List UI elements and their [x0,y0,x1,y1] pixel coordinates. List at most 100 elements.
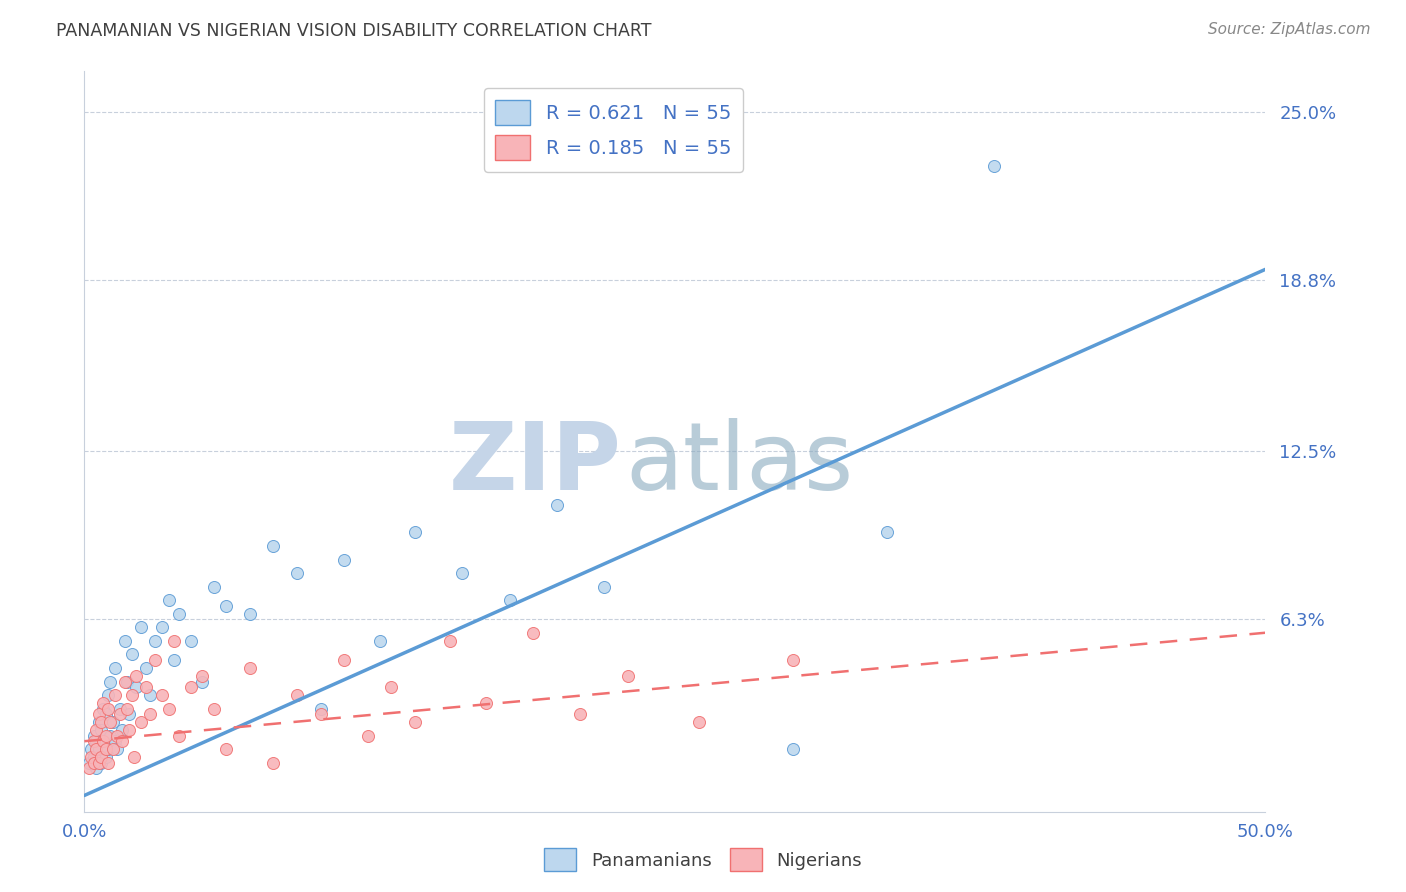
Point [97,756,120,770]
Point [285,688,308,702]
Point [114,674,136,689]
Point [91,701,114,715]
Point [91,696,114,710]
Point [80,750,103,764]
Point [87,715,110,730]
Point [87,742,110,756]
Point [122,750,145,764]
Point [782,742,804,756]
Point [101,715,124,730]
Point [522,625,544,640]
Point [90,723,112,738]
Point [876,525,898,540]
Point [380,680,402,694]
Point [143,653,166,667]
Point [157,701,180,715]
Point [101,742,124,756]
Point [121,648,143,662]
Point [546,498,568,512]
Point [108,707,131,722]
Point [167,729,190,743]
Point [83,756,105,770]
Point [84,761,107,775]
Point [80,742,103,756]
Point [90,715,112,730]
Point [83,729,105,743]
Text: PANAMANIAN VS NIGERIAN VISION DISABILITY CORRELATION CHART: PANAMANIAN VS NIGERIAN VISION DISABILITY… [56,22,652,40]
Point [77,756,100,770]
Point [163,653,186,667]
Point [167,607,190,621]
Point [107,729,129,743]
Point [115,674,138,689]
Point [285,566,308,580]
Point [84,723,107,738]
Point [107,742,129,756]
Legend: R = 0.621   N = 55, R = 0.185   N = 55: R = 0.621 N = 55, R = 0.185 N = 55 [484,88,744,171]
Point [475,696,498,710]
Point [111,723,134,738]
Point [404,715,426,730]
Point [83,734,105,748]
Point [215,599,238,613]
Point [202,580,225,594]
Point [90,756,112,770]
Point [569,707,592,722]
Point [77,761,100,775]
Point [84,734,107,748]
Point [262,539,284,553]
Point [333,653,356,667]
Point [180,633,202,648]
Point [104,734,127,748]
Point [983,159,1005,173]
Point [104,688,127,702]
Text: ZIP: ZIP [449,417,621,509]
Point [91,734,114,748]
Point [202,701,225,715]
Point [129,715,152,730]
Point [404,525,426,540]
Point [368,633,391,648]
Point [94,707,117,722]
Text: Source: ZipAtlas.com: Source: ZipAtlas.com [1208,22,1371,37]
Text: atlas: atlas [626,417,853,509]
Point [83,750,105,764]
Point [91,734,114,748]
Point [118,707,141,722]
Point [139,707,162,722]
Point [121,688,143,702]
Point [157,593,180,607]
Point [87,707,110,722]
Point [782,653,804,667]
Point [115,701,138,715]
Point [180,680,202,694]
Point [215,742,238,756]
Point [98,729,121,743]
Point [262,756,284,770]
Point [139,688,162,702]
Point [87,756,110,770]
Point [498,593,520,607]
Point [333,552,356,566]
Point [163,633,186,648]
Point [94,742,117,756]
Point [239,661,262,675]
Point [94,729,117,743]
Point [688,715,710,730]
Point [111,734,134,748]
Point [98,715,121,730]
Point [129,620,152,634]
Point [125,680,148,694]
Point [143,633,166,648]
Point [439,633,461,648]
Point [191,669,214,683]
Point [114,633,136,648]
Point [150,620,173,634]
Point [616,669,638,683]
Point [135,680,157,694]
Point [97,688,120,702]
Point [90,750,112,764]
Point [97,701,120,715]
Point [97,742,120,756]
Point [98,674,121,689]
